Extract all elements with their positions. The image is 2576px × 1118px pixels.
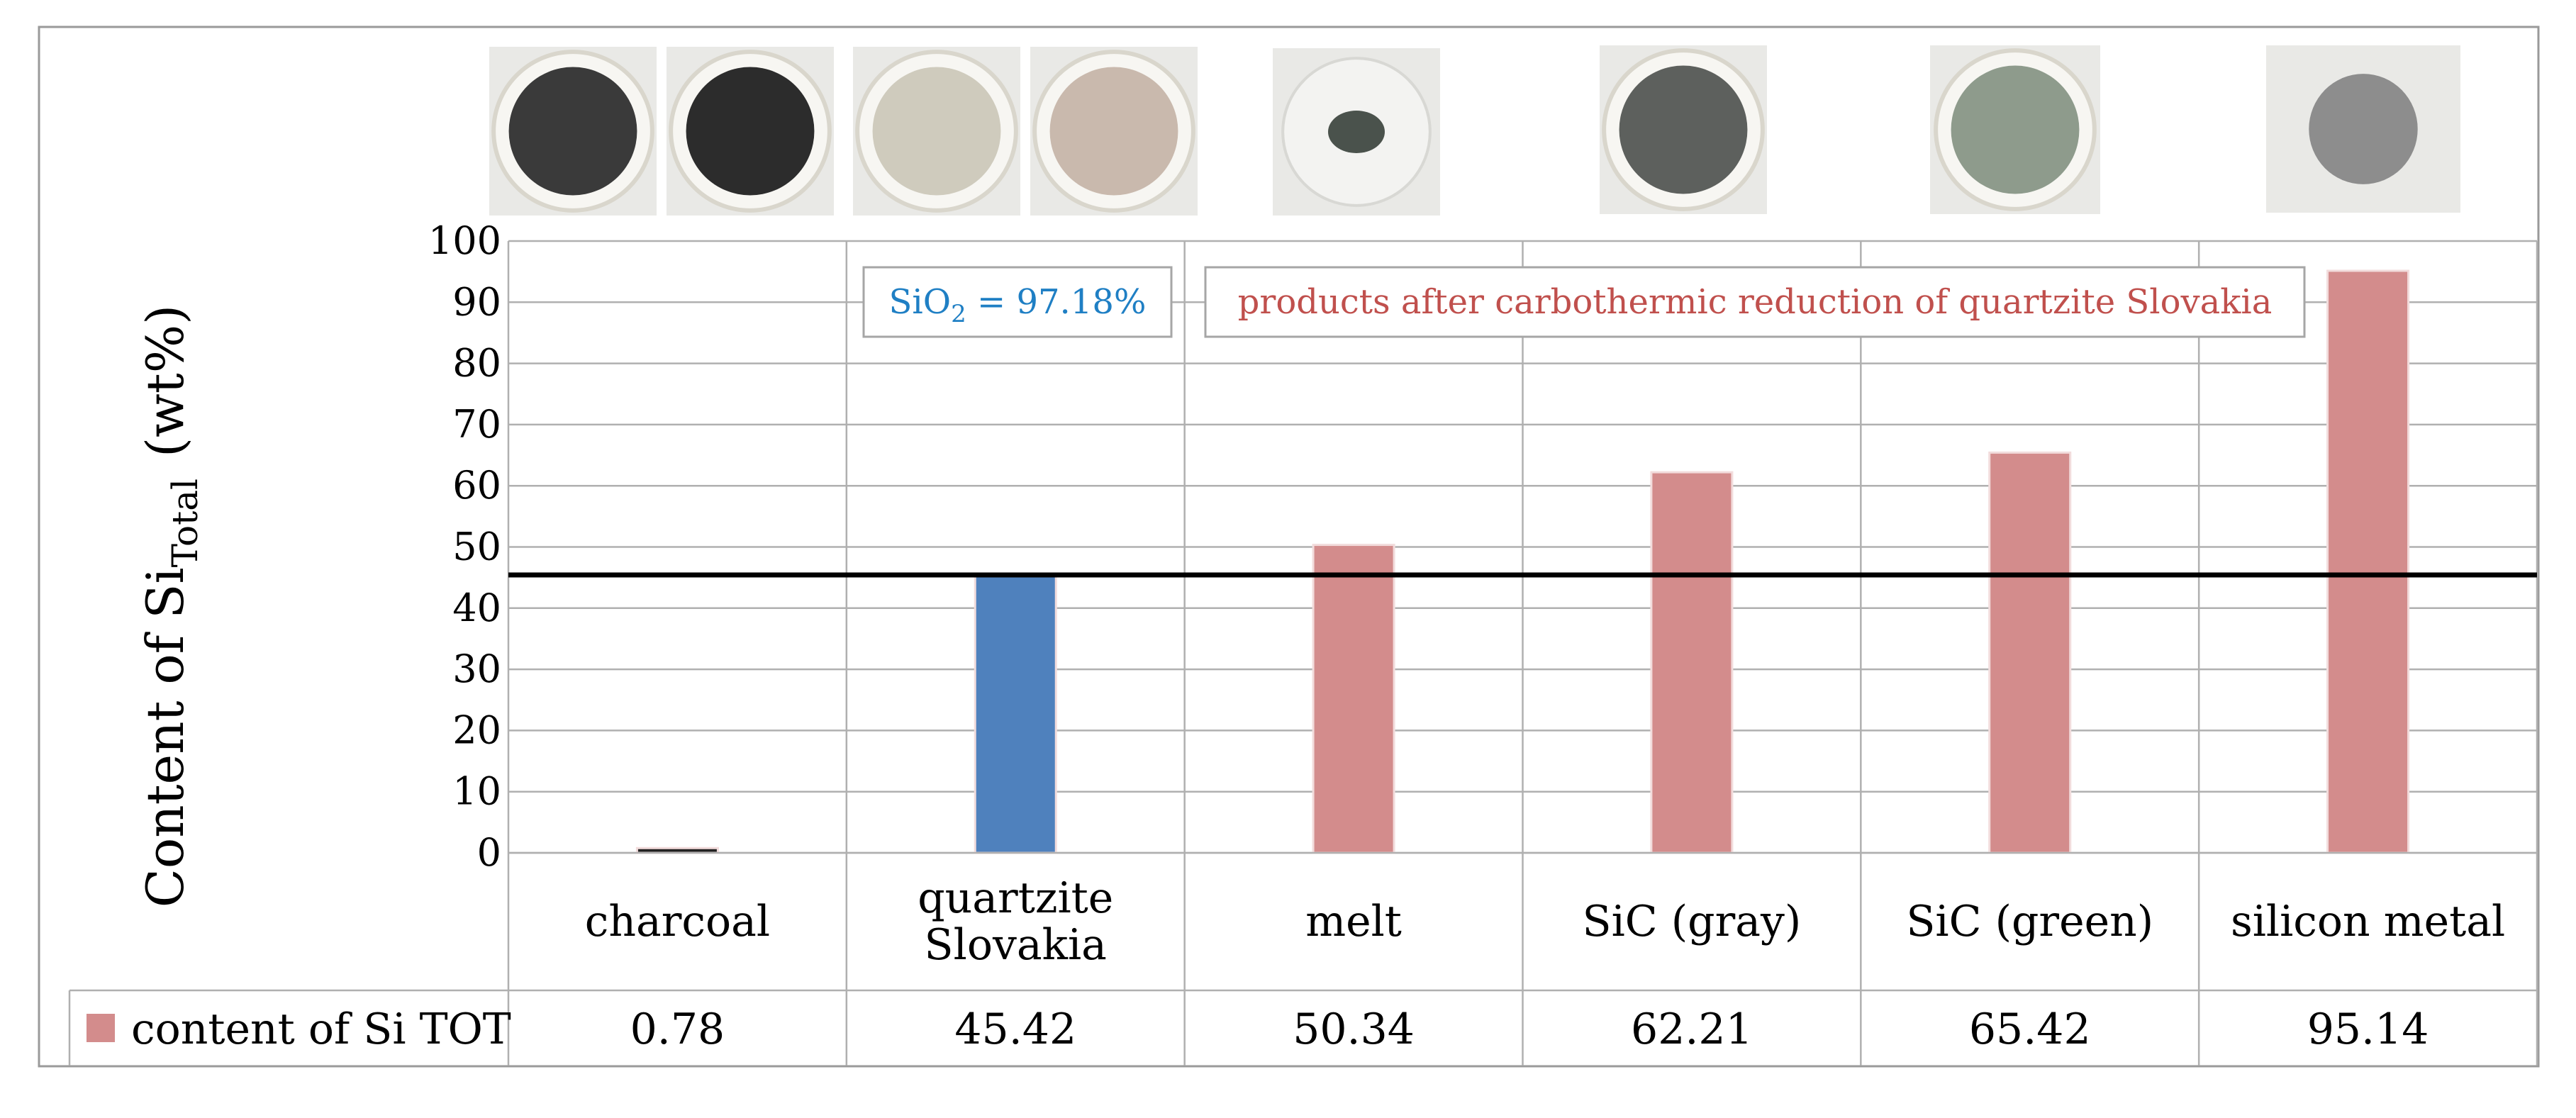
y-tick-label-10: 100 xyxy=(428,218,501,263)
y-tick-label-2: 20 xyxy=(452,708,501,752)
value-label-4: 65.42 xyxy=(1969,1005,2091,1054)
charcoal-lumps-photo-sample xyxy=(686,67,815,196)
legend-swatch xyxy=(87,1014,115,1042)
sic-green-photo xyxy=(1930,45,2100,214)
value-label-0: 0.78 xyxy=(630,1005,725,1054)
y-tick-label-3: 30 xyxy=(452,647,501,691)
category-label-line: SiC (green) xyxy=(1906,897,2153,946)
sic-gray-photo-sample xyxy=(1619,65,1748,194)
category-label-line: melt xyxy=(1305,897,1402,946)
charcoal-powder-photo xyxy=(489,47,657,216)
category-label-4: SiC (green) xyxy=(1906,897,2153,946)
y-axis-label-main: Content of Si xyxy=(135,567,195,907)
category-label-line: charcoal xyxy=(585,897,770,946)
products-annotation: products after carbothermic reduction of… xyxy=(1238,282,2273,322)
y-tick-label-8: 80 xyxy=(452,341,501,386)
data-table: charcoal 0.78 quartzite Slovakia 45.42 melt 50… xyxy=(68,851,2537,1066)
value-label-3: 62.21 xyxy=(1631,1005,1753,1054)
bar-3 xyxy=(1650,471,1734,854)
products-annotation-box xyxy=(1204,266,2306,338)
bar-5 xyxy=(2326,269,2410,854)
sio2-suffix: = 97.18% xyxy=(966,282,1147,322)
bars xyxy=(635,269,2410,854)
legend-label: content of Si TOT xyxy=(131,1005,511,1054)
y-tick-label-1: 10 xyxy=(452,769,501,814)
quartzite-grains-photo xyxy=(1030,47,1198,216)
y-tick-label-6: 60 xyxy=(452,463,501,508)
sic-green-photo-sample xyxy=(1951,65,2080,194)
y-ticks: 0 10 20 30 40 50 60 70 80 90 100 xyxy=(428,218,501,875)
sample-photos xyxy=(489,45,2460,216)
category-label-5: silicon metal xyxy=(2231,897,2505,946)
category-label-line: quartzite xyxy=(918,873,1113,923)
melt-photo xyxy=(1273,48,1440,216)
category-label-line: SiC (gray) xyxy=(1582,897,1801,946)
value-label-2: 50.34 xyxy=(1293,1005,1415,1054)
sic-gray-photo xyxy=(1600,45,1767,214)
category-label-2: melt xyxy=(1305,897,1402,946)
y-tick-label-0: 0 xyxy=(477,830,501,875)
silicon-metal-photo xyxy=(2266,45,2460,213)
sio2-annotation-box xyxy=(862,266,1173,338)
category-label-0: charcoal xyxy=(585,897,770,946)
value-label-1: 45.42 xyxy=(954,1005,1076,1054)
quartzite-grains-photo-sample xyxy=(1049,67,1178,196)
charcoal-lumps-photo xyxy=(667,47,834,216)
y-tick-label-9: 90 xyxy=(452,279,501,324)
category-label-line: Slovakia xyxy=(925,920,1107,970)
y-axis-label-sub: Total xyxy=(165,479,206,567)
quartzite-powder-photo-sample xyxy=(872,67,1001,196)
quartzite-powder-photo xyxy=(853,47,1020,216)
sio2-subscript: 2 xyxy=(951,300,966,328)
bar-1 xyxy=(974,574,1057,854)
category-label-1: quartzite Slovakia xyxy=(918,873,1113,970)
value-label-5: 95.14 xyxy=(2307,1005,2429,1054)
y-axis-label: Content of SiTotal (wt%) xyxy=(135,305,206,907)
sio2-prefix: SiO xyxy=(889,282,952,322)
y-axis-label-unit: (wt%) xyxy=(135,305,195,457)
y-tick-label-5: 50 xyxy=(452,525,501,569)
charcoal-powder-photo-sample xyxy=(508,67,637,196)
y-tick-label-4: 40 xyxy=(452,586,501,630)
bar-2 xyxy=(1312,544,1395,854)
y-tick-label-7: 70 xyxy=(452,402,501,447)
melt-photo-sample xyxy=(1328,111,1385,153)
category-label-line: silicon metal xyxy=(2231,897,2505,946)
silicon-metal-photo-sample xyxy=(2309,74,2418,184)
category-label-3: SiC (gray) xyxy=(1582,897,1801,946)
bar-4 xyxy=(1988,451,2072,854)
sio2-annotation: SiO2 = 97.18% xyxy=(889,282,1147,328)
